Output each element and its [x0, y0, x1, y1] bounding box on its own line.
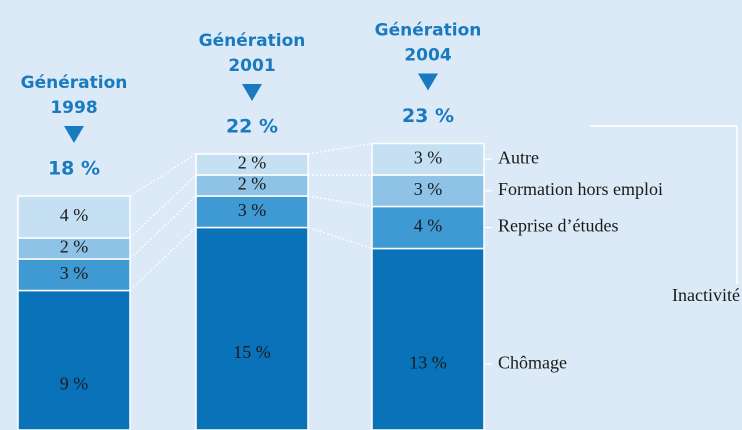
- bar-segment: [371, 205, 485, 250]
- segment-label: 9 %: [60, 373, 89, 393]
- bar-segment: [17, 289, 131, 430]
- group-label: Inactivité: [672, 285, 740, 305]
- connector: [307, 226, 373, 250]
- bar-segment: [371, 247, 485, 430]
- connector: [129, 153, 197, 197]
- category-label: Génération: [375, 21, 482, 41]
- total-label: 18 %: [48, 158, 100, 180]
- segment-label: 13 %: [409, 352, 447, 372]
- category-label: 2001: [228, 56, 275, 76]
- bar-segment: [17, 258, 131, 292]
- segment-label: 4 %: [414, 216, 443, 236]
- segment-label: 4 %: [60, 205, 89, 225]
- connector: [307, 142, 373, 155]
- connector: [307, 195, 373, 208]
- arrow: [242, 84, 262, 101]
- bar-segment: [371, 174, 485, 208]
- segment-label: 2 %: [60, 237, 89, 257]
- segment-label: 3 %: [60, 263, 89, 283]
- total-label: 22 %: [226, 116, 278, 138]
- category-label: 2004: [404, 46, 451, 66]
- connector: [129, 195, 197, 260]
- arrow: [64, 126, 84, 143]
- connector: [129, 174, 197, 239]
- segment-label: 15 %: [233, 342, 271, 362]
- bar-segment: [371, 142, 485, 176]
- segment-label: 3 %: [414, 179, 443, 199]
- arrow: [418, 73, 438, 91]
- segment-label: 3 %: [238, 200, 267, 220]
- legend-label: Autre: [498, 147, 539, 167]
- category-label: 1998: [50, 98, 97, 118]
- bar-segment: [195, 153, 309, 176]
- segment-label: 2 %: [238, 153, 267, 173]
- legend-label: Chômage: [498, 352, 567, 372]
- bar-segment: [195, 226, 309, 430]
- legend-label: Formation hors emploi: [498, 179, 663, 199]
- segment-label: 3 %: [414, 147, 443, 167]
- category-label: Génération: [21, 73, 128, 93]
- legend-label: Reprise d’études: [498, 216, 618, 236]
- connector: [129, 227, 197, 291]
- category-label: Génération: [199, 31, 306, 51]
- segment-label: 2 %: [238, 174, 267, 194]
- total-label: 23 %: [402, 105, 454, 127]
- bar-segment: [17, 195, 131, 239]
